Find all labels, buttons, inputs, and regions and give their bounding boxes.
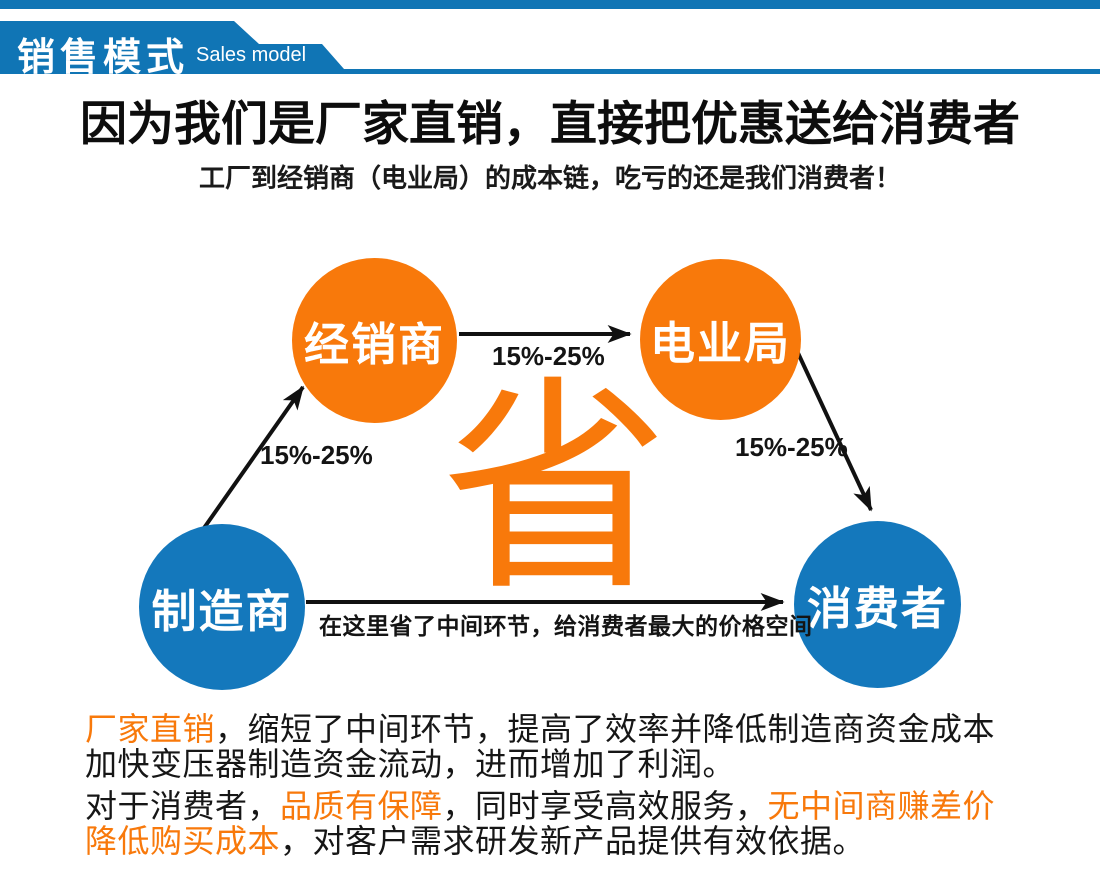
paragraph1-highlight: 厂家直销 (85, 711, 216, 747)
paragraph2-lead: 对于消费者， (85, 788, 281, 824)
paragraph2-tail: ，对客户需求研发新产品提供有效依据。 (280, 823, 866, 859)
node-distributor-label: 经销商 (303, 319, 445, 370)
hero-subtitle: 工厂到经销商（电业局）的成本链，吃亏的还是我们消费者！ (198, 163, 901, 193)
node-power-bureau-label: 电业局 (649, 318, 791, 369)
paragraph1-text-line2: 加快变压器制造资金流动，进而增加了利润。 (85, 746, 736, 782)
node-manufacturer: 制造商 (139, 524, 305, 690)
node-distributor: 经销商 (292, 258, 457, 423)
save-character: 省 (441, 363, 669, 617)
paragraph-consumer-benefit: 对于消费者，品质有保障，同时享受高效服务，无中间商赚差价 降低购买成本，对客户需… (85, 789, 1045, 859)
paragraph1-text-line1: ，缩短了中间环节，提高了效率并降低制造商资金成本 (215, 711, 996, 747)
header-subtitle-en: Sales model (196, 44, 307, 66)
edge-label-manufacturer-consumer: 在这里省了中间环节，给消费者最大的价格空间 (319, 613, 813, 639)
paragraph2-highlight-no-middleman: 无中间商赚差价 (767, 788, 996, 824)
paragraph2-mid: ，同时享受高效服务， (442, 788, 768, 824)
paragraph2-highlight-lower-cost: 降低购买成本 (85, 823, 281, 859)
paragraph-factory-direct: 厂家直销，缩短了中间环节，提高了效率并降低制造商资金成本 加快变压器制造资金流动… (85, 712, 1045, 782)
node-power-bureau: 电业局 (640, 259, 801, 420)
header-banner (0, 0, 1100, 74)
paragraph2-highlight-quality: 品质有保障 (280, 788, 443, 824)
edge-label-manufacturer-distributor: 15%-25% (260, 440, 373, 470)
header-top-strip (0, 0, 1100, 9)
node-manufacturer-label: 制造商 (151, 585, 293, 637)
node-consumer: 消费者 (794, 521, 961, 688)
header-title: 销售模式 (17, 37, 190, 79)
hero-title: 因为我们是厂家直销，直接把优惠送给消费者 (80, 99, 1020, 151)
edge-label-distributor-power-bureau: 15%-25% (492, 341, 605, 371)
edge-label-power-bureau-consumer: 15%-25% (735, 432, 848, 462)
header-banner-shape (0, 21, 1100, 74)
node-consumer-label: 消费者 (806, 583, 948, 634)
